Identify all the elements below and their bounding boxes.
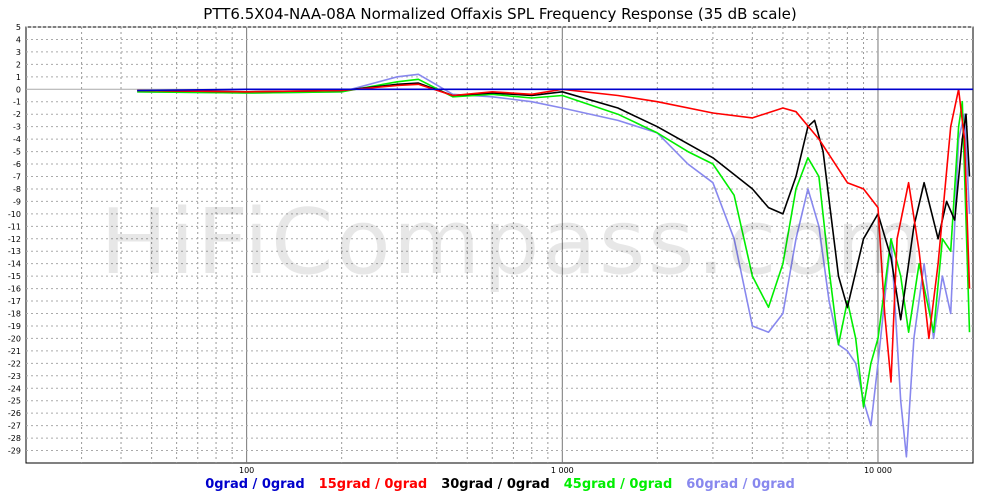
- legend-item: 15grad / 0grad: [318, 477, 428, 492]
- y-tick-label: -18: [8, 310, 21, 319]
- y-tick-label: -21: [8, 347, 21, 356]
- y-tick-label: -23: [8, 372, 21, 381]
- series-line-15grad: [137, 83, 971, 383]
- plot-area: [25, 26, 974, 464]
- y-tick-label: -26: [8, 409, 21, 418]
- y-tick-label: 4: [16, 35, 21, 44]
- y-tick-label: 3: [16, 48, 21, 57]
- x-tick-label: 1 000: [551, 466, 574, 475]
- y-tick-label: -13: [8, 247, 21, 256]
- y-tick-label: -12: [8, 235, 21, 244]
- legend-item: 0grad / 0grad: [205, 477, 305, 492]
- y-tick-label: -20: [8, 334, 21, 343]
- y-tick-label: -4: [13, 135, 21, 144]
- y-tick-label: -27: [8, 422, 21, 431]
- y-tick-label: -19: [8, 322, 21, 331]
- y-tick-label: -25: [8, 397, 21, 406]
- legend: 0grad / 0grad 15grad / 0grad 30grad / 0gra…: [0, 477, 1000, 492]
- y-tick-label: -29: [8, 447, 21, 456]
- chart-title: PTT6.5X04-NAA-08A Normalized Offaxis SPL…: [203, 5, 797, 23]
- y-tick-label: -5: [13, 148, 21, 157]
- watermark: HiFiCompass.com: [100, 190, 926, 295]
- y-tick-label: -10: [8, 210, 21, 219]
- y-tick-label: 1: [16, 73, 21, 82]
- y-tick-label: -11: [8, 222, 21, 231]
- series-line-45grad: [137, 78, 971, 408]
- y-tick-label: -3: [13, 123, 21, 132]
- y-tick-label: -9: [13, 197, 21, 206]
- y-tick-label: 5: [16, 23, 21, 32]
- y-tick-label: -22: [8, 359, 21, 368]
- y-tick-label: -8: [13, 185, 21, 194]
- y-tick-label: 0: [16, 85, 21, 94]
- series-line-0grad: [137, 88, 973, 92]
- y-tick-label: -16: [8, 285, 21, 294]
- legend-item: 60grad / 0grad: [686, 477, 795, 492]
- y-tick-label: -15: [8, 272, 21, 281]
- legend-item: 45grad / 0grad: [563, 477, 673, 492]
- x-tick-label: 10 000: [864, 466, 892, 475]
- legend-item: 30grad / 0grad: [441, 477, 550, 492]
- y-tick-label: -2: [13, 110, 21, 119]
- y-tick-label: -14: [8, 260, 21, 269]
- y-tick-label: -1: [13, 98, 21, 107]
- y-tick-label: -24: [8, 384, 21, 393]
- y-tick-label: -28: [8, 434, 21, 443]
- y-tick-label: -6: [13, 160, 21, 169]
- y-tick-label: -17: [8, 297, 21, 306]
- y-tick-label: 2: [16, 60, 21, 69]
- x-tick-label: 100: [239, 466, 254, 475]
- y-tick-label: -7: [13, 172, 21, 181]
